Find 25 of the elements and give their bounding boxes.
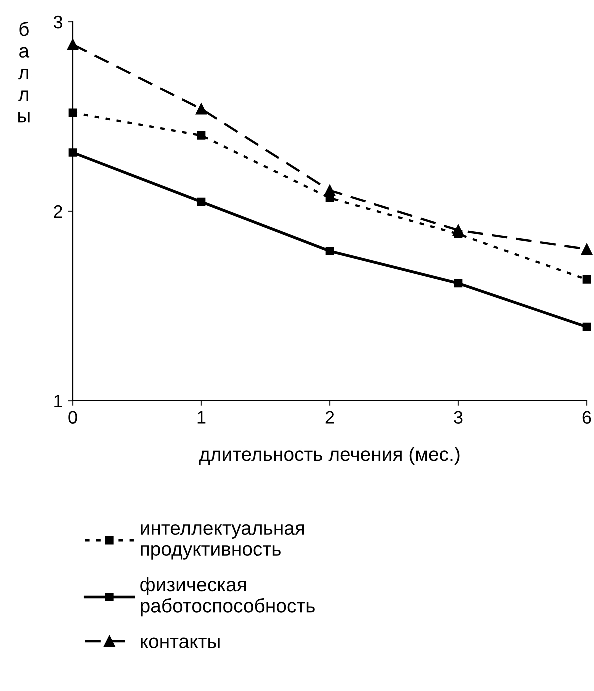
point	[582, 276, 592, 284]
legend-label: контакты	[141, 638, 220, 648]
point	[454, 279, 463, 288]
x-tick-label: 6	[582, 411, 592, 424]
y-tick-label: 2	[54, 205, 62, 218]
y-tick-label: 3	[54, 16, 62, 29]
x-tick-label: 2	[326, 411, 334, 424]
legend-label: интеллектуальная продуктивность	[141, 524, 304, 560]
point	[326, 247, 334, 256]
x-tick-label: 3	[454, 411, 463, 424]
y-tick-label: 1	[54, 395, 62, 408]
x-tick-label: 0	[68, 411, 78, 424]
point	[454, 230, 463, 238]
point	[197, 132, 206, 140]
point	[197, 198, 206, 206]
y-axis-title: баллы	[18, 22, 30, 123]
point	[67, 39, 79, 50]
x-tick-label: 1	[198, 411, 206, 424]
legend-label: физическая работоспособность	[140, 577, 315, 617]
point	[582, 322, 592, 332]
point	[581, 244, 593, 255]
point	[68, 108, 78, 118]
point	[196, 104, 208, 115]
x-axis-title: длительность лечения (мес.)	[199, 447, 460, 466]
point	[68, 148, 78, 157]
